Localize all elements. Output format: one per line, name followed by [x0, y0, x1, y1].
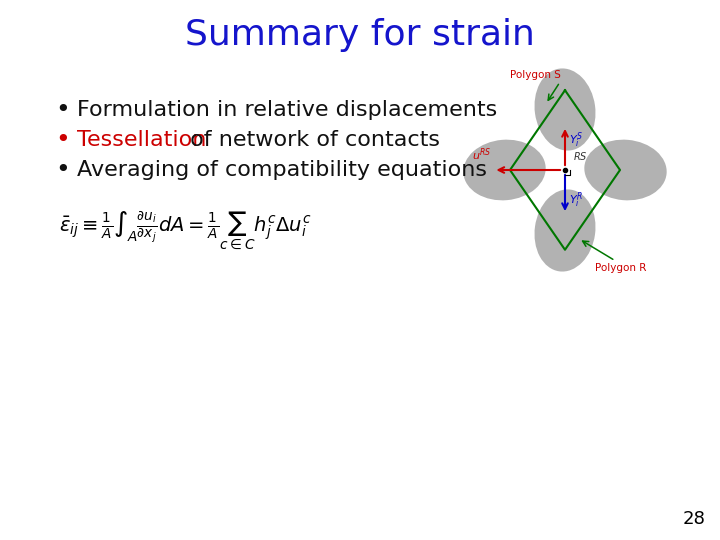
Text: $u^{RS}$: $u^{RS}$: [472, 146, 492, 163]
Text: •: •: [55, 98, 70, 122]
Text: •: •: [55, 128, 70, 152]
Text: Summary for strain: Summary for strain: [185, 18, 535, 52]
Text: Tessellation: Tessellation: [77, 130, 207, 150]
Text: of network of contacts: of network of contacts: [183, 130, 440, 150]
Text: $Y_i^S$: $Y_i^S$: [569, 130, 583, 150]
Text: $RS$: $RS$: [573, 150, 588, 162]
Text: 28: 28: [682, 510, 705, 528]
Text: Formulation in relative displacements: Formulation in relative displacements: [77, 100, 498, 120]
Text: $\bar{\varepsilon}_{ij} \equiv \frac{1}{A}\int_{A}\frac{\partial u_i}{\partial x: $\bar{\varepsilon}_{ij} \equiv \frac{1}{…: [59, 209, 311, 251]
Text: •: •: [55, 158, 70, 182]
Ellipse shape: [534, 69, 595, 151]
Ellipse shape: [585, 140, 667, 200]
Text: Polygon R: Polygon R: [595, 263, 647, 273]
Text: Averaging of compatibility equations: Averaging of compatibility equations: [77, 160, 487, 180]
Ellipse shape: [464, 140, 546, 200]
Ellipse shape: [534, 190, 595, 272]
Text: Polygon S: Polygon S: [510, 70, 561, 80]
Text: $Y_i^R$: $Y_i^R$: [569, 191, 583, 210]
